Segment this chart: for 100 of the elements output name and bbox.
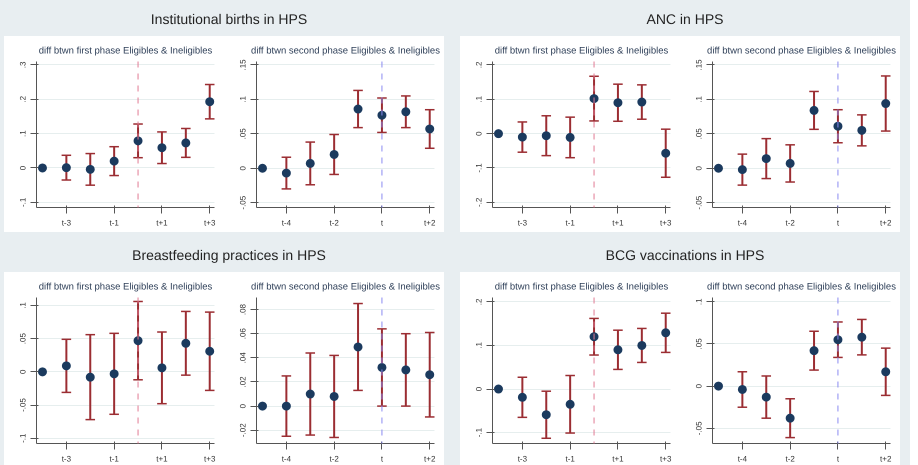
point xyxy=(401,107,410,116)
point xyxy=(637,340,646,350)
point xyxy=(181,138,190,148)
x-tick-label: t-1 xyxy=(109,454,120,464)
point xyxy=(110,156,119,166)
point xyxy=(494,384,503,394)
point xyxy=(205,97,214,106)
point xyxy=(330,392,339,401)
point xyxy=(494,129,503,138)
point xyxy=(86,372,95,382)
y-tick-label: .1 xyxy=(474,342,484,349)
x-tick-label: t-4 xyxy=(282,454,292,464)
y-tick-label: .2 xyxy=(474,61,484,68)
y-tick-label: .1 xyxy=(694,95,704,103)
chart-title: ANC in HPS xyxy=(646,10,724,29)
point xyxy=(881,99,890,108)
y-tick-label: -.05 xyxy=(238,195,248,210)
point xyxy=(157,143,166,152)
y-tick-label: .1 xyxy=(474,95,484,103)
point xyxy=(134,136,143,146)
point xyxy=(714,382,723,391)
x-tick-label: t+2 xyxy=(880,218,892,228)
y-tick-label: .04 xyxy=(238,352,248,364)
x-tick-label: t xyxy=(836,454,840,464)
point xyxy=(306,390,315,399)
x-tick-label: t xyxy=(836,218,840,228)
x-tick-label: t+3 xyxy=(660,218,672,228)
point xyxy=(786,414,795,423)
point xyxy=(661,148,670,158)
point xyxy=(542,131,551,140)
point xyxy=(833,335,842,344)
point xyxy=(566,132,575,142)
point xyxy=(354,342,363,352)
point xyxy=(661,328,670,338)
point xyxy=(542,410,551,420)
y-tick-label: -.02 xyxy=(238,422,248,438)
y-tick-label: .05 xyxy=(18,332,28,344)
point xyxy=(590,94,599,104)
point xyxy=(354,104,363,114)
point xyxy=(62,163,71,172)
x-tick-label: t xyxy=(380,454,384,464)
point xyxy=(762,154,771,164)
point xyxy=(613,98,622,108)
x-tick-label: t+3 xyxy=(204,454,216,464)
y-tick-label: .06 xyxy=(238,328,248,340)
y-tick-label: .1 xyxy=(238,95,248,103)
y-tick-label: 0 xyxy=(18,165,28,170)
x-tick-label: t+1 xyxy=(156,218,168,228)
chart-subtitle: diff btwn first phase Eligibles & Ineligibles xyxy=(38,282,213,292)
chart-subtitle: diff btwn first phase Eligibles & Ineligibles xyxy=(494,46,669,56)
point xyxy=(86,164,95,174)
point xyxy=(518,132,527,142)
chart-subtitle: diff btwn first phase Eligibles & Ineligibles xyxy=(38,46,213,56)
y-tick-label: .15 xyxy=(238,58,248,71)
x-tick-label: t xyxy=(380,218,384,228)
point xyxy=(282,402,291,411)
y-tick-label: .02 xyxy=(238,376,248,388)
point xyxy=(205,346,214,356)
y-tick-label: .05 xyxy=(238,128,248,140)
y-tick-label: 0 xyxy=(474,130,484,136)
point xyxy=(401,365,410,374)
point xyxy=(518,392,527,402)
point xyxy=(306,158,315,168)
y-tick-label: .08 xyxy=(238,303,248,316)
x-tick-label: t-2 xyxy=(785,218,796,228)
point xyxy=(881,367,890,376)
point xyxy=(714,164,723,173)
point xyxy=(377,362,386,372)
point xyxy=(857,332,866,342)
x-tick-label: t+3 xyxy=(204,218,216,228)
y-tick-label: 0 xyxy=(18,369,28,374)
x-tick-label: t-4 xyxy=(282,218,292,228)
point xyxy=(38,367,47,376)
point xyxy=(258,164,267,173)
y-tick-label: .1 xyxy=(18,130,28,137)
y-tick-label: .2 xyxy=(18,95,28,103)
point xyxy=(786,158,795,168)
point xyxy=(810,106,819,115)
point xyxy=(282,168,291,178)
y-tick-label: 0 xyxy=(474,386,484,392)
y-tick-label: -.1 xyxy=(18,197,28,208)
x-tick-label: t-1 xyxy=(109,218,120,228)
chart-title: diff btwn second phase Eligibles & Ineligibles xyxy=(251,46,440,56)
x-tick-label: t+1 xyxy=(156,454,168,464)
y-tick-label: -.05 xyxy=(18,398,28,412)
y-tick-label: 0 xyxy=(238,403,248,408)
y-tick-label: -.1 xyxy=(474,427,484,438)
x-tick-label: t-4 xyxy=(738,218,748,228)
point xyxy=(425,124,434,134)
x-tick-label: t-2 xyxy=(329,454,340,464)
y-tick-label: 0 xyxy=(694,383,704,388)
chart-subtitle: diff btwn first phase Eligibles & Ineligibles xyxy=(494,282,669,292)
x-tick-label: t-3 xyxy=(62,454,72,464)
chart-title: Breastfeeding practices in HPS xyxy=(132,246,326,265)
point xyxy=(857,126,866,135)
point xyxy=(330,150,339,159)
y-tick-label: -.05 xyxy=(694,195,704,210)
point xyxy=(258,402,267,411)
chart-title: diff btwn second phase Eligibles & Ineligibles xyxy=(251,282,440,292)
point xyxy=(613,345,622,354)
